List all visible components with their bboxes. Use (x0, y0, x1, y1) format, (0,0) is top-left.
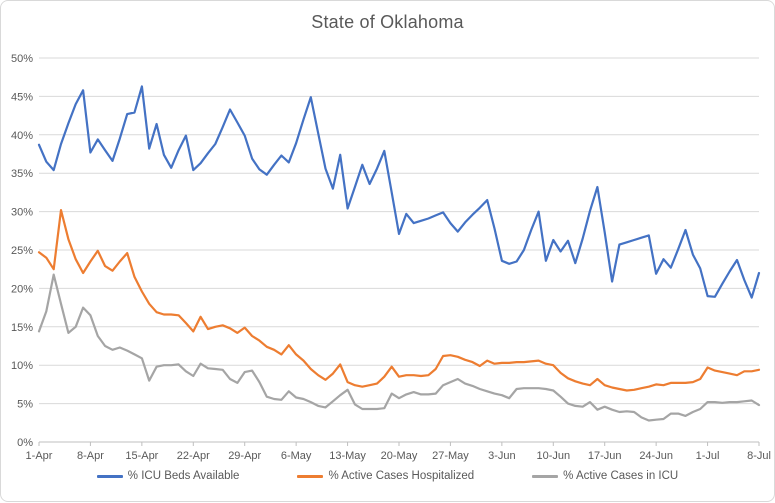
y-tick-label: 30% (11, 207, 33, 219)
x-tick-label: 8-Apr (77, 450, 104, 462)
legend-label: % Active Cases in ICU (563, 470, 679, 482)
y-tick-label: 50% (11, 53, 33, 65)
x-tick-label: 13-May (329, 450, 366, 462)
y-tick-label: 35% (11, 168, 33, 180)
x-tick-label: 6-May (281, 450, 312, 462)
legend-label: % Active Cases Hospitalized (328, 470, 475, 482)
x-tick-label: 20-May (381, 450, 418, 462)
chart-legend: % ICU Beds Available % Active Cases Hosp… (1, 470, 774, 482)
legend-line-marker-icon (96, 474, 123, 478)
x-tick-label: 22-Apr (177, 450, 210, 462)
y-tick-label: 10% (11, 360, 33, 372)
legend-line-marker-icon (532, 474, 559, 478)
legend-line-marker-icon (297, 474, 324, 478)
y-tick-label: 0% (17, 437, 33, 449)
x-tick-label: 29-Apr (228, 450, 261, 462)
chart-title: State of Oklahoma (311, 12, 464, 32)
y-tick-label: 40% (11, 130, 33, 142)
x-tick-label: 15-Apr (125, 450, 158, 462)
x-tick-label: 8-Jul (747, 450, 771, 462)
x-tick-label: 1-Jul (696, 450, 720, 462)
x-tick-label: 1-Apr (26, 450, 53, 462)
x-tick-label: 10-Jun (536, 450, 570, 462)
y-tick-label: 25% (11, 245, 33, 257)
series-line-2 (37, 273, 761, 422)
y-tick-label: 5% (17, 399, 33, 411)
series-line-1 (37, 209, 761, 392)
legend-item-active-cases-hospitalized: % Active Cases Hospitalized (297, 470, 474, 482)
legend-label: % ICU Beds Available (127, 470, 240, 482)
x-tick-label: 3-Jun (488, 450, 516, 462)
legend-item-active-cases-in-icu: % Active Cases in ICU (532, 470, 678, 482)
y-tick-label: 20% (11, 283, 33, 295)
y-tick-label: 45% (11, 91, 33, 103)
x-tick-label: 24-Jun (639, 450, 673, 462)
x-tick-label: 27-May (432, 450, 469, 462)
y-tick-label: 15% (11, 322, 33, 334)
legend-item-icu-beds-available: % ICU Beds Available (96, 470, 240, 482)
series-line-0 (37, 85, 761, 299)
x-tick-label: 17-Jun (588, 450, 622, 462)
